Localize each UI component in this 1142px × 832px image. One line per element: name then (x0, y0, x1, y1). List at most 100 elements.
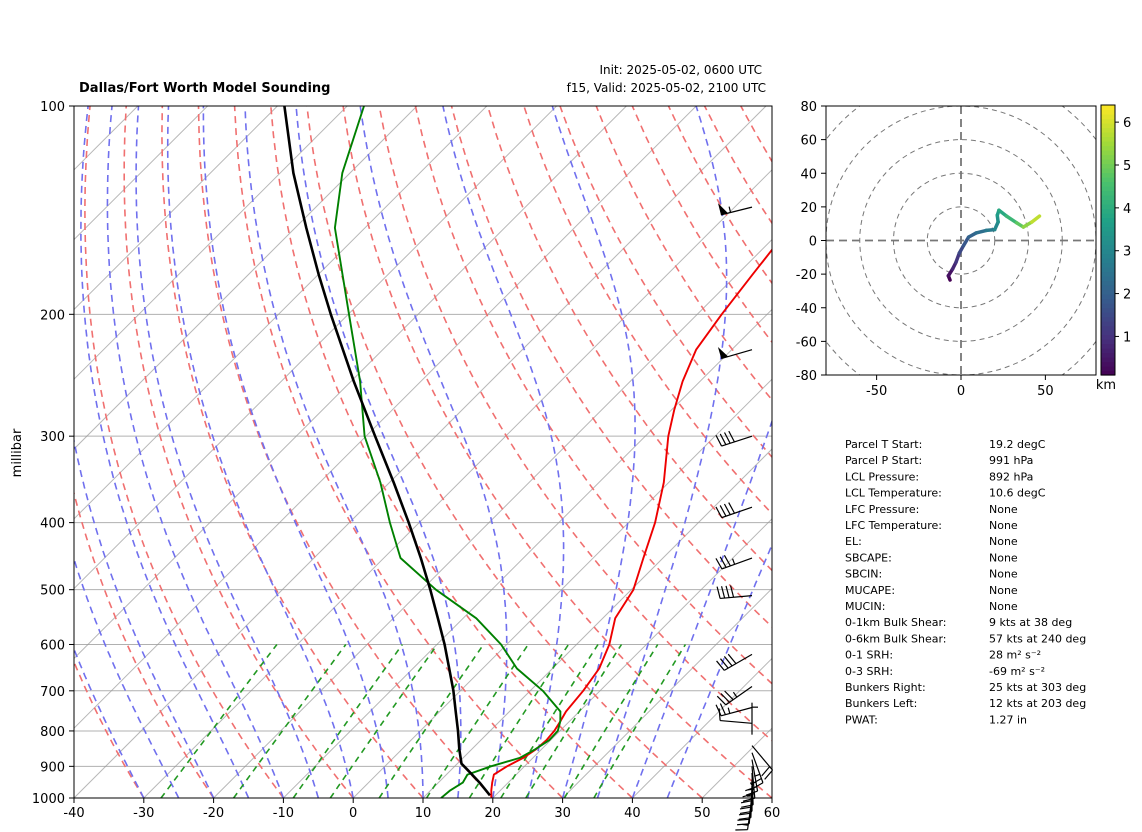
stat-value: 57 kts at 240 deg (989, 632, 1086, 645)
isotherm-line (143, 169, 772, 798)
isotherm-line (562, 587, 772, 798)
stat-label: LCL Pressure: (845, 470, 919, 483)
colorbar-tick-label: 6 (1123, 116, 1131, 131)
x-tick-label: 20 (485, 806, 502, 821)
y-tick-label: 700 (40, 685, 65, 700)
isotherm-line (74, 106, 488, 520)
stat-value: 25 kts at 303 deg (989, 681, 1086, 694)
isotherm-line (352, 378, 772, 798)
hodograph-chart: -50 0 50 -80 -60 -40 -20 0 20 40 60 80 1 2 3 4 5 6 km (796, 100, 1132, 399)
moist-adiabat-line (202, 106, 389, 798)
stat-value: 1.27 in (989, 713, 1027, 726)
stat-value: 991 hPa (989, 454, 1033, 467)
mixing-ratio-line (329, 644, 438, 798)
moist-adiabat-line (631, 418, 772, 798)
isotherm-line (492, 518, 772, 798)
moist-adiabat-line (295, 106, 462, 798)
dry-adiabat-line (342, 106, 772, 798)
stat-label: Bunkers Right: (845, 681, 926, 694)
dry-adiabat-line (84, 106, 285, 798)
y-tick-label: 800 (40, 725, 65, 740)
dry-adiabat-line (161, 106, 424, 798)
stat-label: LCL Temperature: (845, 487, 942, 500)
mixing-ratio-line (593, 644, 687, 798)
skewt-plot-area (74, 106, 1142, 798)
dry-adiabat-line (450, 106, 772, 628)
colorbar-tick-label: 1 (1123, 330, 1131, 345)
isotherm-line (771, 797, 772, 798)
x-tick-label: 60 (764, 806, 781, 821)
stat-value: 12 kts at 203 deg (989, 697, 1086, 710)
moist-adiabat-line (442, 106, 565, 798)
moist-adiabat-line (666, 542, 772, 798)
dry-adiabat-line (813, 106, 1142, 798)
mixing-ratio-line (500, 644, 599, 798)
temperature-profile-line (490, 248, 772, 798)
moist-adiabat-line (106, 106, 285, 798)
hodograph-y-tick-label: -60 (796, 335, 817, 350)
x-tick-label: 40 (624, 806, 641, 821)
wind-barb (715, 502, 753, 519)
stat-label: SBCAPE: (845, 551, 892, 564)
wind-barb (715, 430, 753, 447)
moist-adiabat-line (80, 106, 250, 798)
y-tick-label: 1000 (32, 792, 65, 807)
mixing-ratio-line (160, 644, 278, 798)
stat-value: -69 m² s⁻² (989, 665, 1045, 678)
x-tick-label: -10 (273, 806, 294, 821)
dry-adiabat-line (123, 106, 354, 798)
isotherm-line (632, 657, 772, 798)
moist-adiabat-line (166, 106, 354, 798)
hodograph-y-tick-label: 40 (800, 167, 817, 182)
dry-adiabat-line (233, 106, 564, 798)
moist-adiabat-line (596, 106, 728, 798)
stat-label: 0-6km Bulk Shear: (845, 632, 947, 645)
hodograph-ring (926, 206, 996, 275)
y-tick-label: 200 (40, 308, 65, 323)
dry-adiabat-line (849, 106, 1142, 798)
stat-label: SBCIN: (845, 568, 882, 581)
hodograph-axes: -50 0 50 -80 -60 -40 -20 0 20 40 60 80 (796, 100, 1054, 399)
stat-value: None (989, 519, 1018, 532)
hodograph-y-tick-label: 60 (800, 134, 817, 149)
x-tick-label: -30 (133, 806, 154, 821)
dry-adiabat-line (486, 106, 772, 572)
moist-adiabat-line (135, 106, 320, 798)
hodograph-y-tick-label: -80 (796, 369, 817, 384)
stat-value: 892 hPa (989, 470, 1033, 483)
hodograph-y-tick-label: 0 (809, 235, 817, 250)
dry-adiabat-line (270, 106, 633, 798)
wind-barb (716, 585, 753, 600)
wind-barb (716, 653, 753, 671)
stat-value: None (989, 535, 1018, 548)
dry-adiabat-line (523, 106, 772, 515)
hodograph-colorbar: 1 2 3 4 5 6 (1100, 104, 1131, 376)
isotherm-line (74, 106, 208, 241)
isotherm-line (74, 106, 627, 660)
wind-barb (717, 346, 753, 360)
mixing-ratio-line (232, 644, 347, 798)
stat-label: PWAT: (845, 713, 878, 726)
stat-label: Parcel T Start: (845, 438, 922, 451)
y-tick-label: 400 (40, 517, 65, 532)
y-tick-label: 500 (40, 584, 65, 599)
wind-barb (715, 703, 753, 717)
colorbar-frame (1100, 104, 1116, 376)
y-tick-label: 900 (40, 760, 65, 775)
stat-value: None (989, 600, 1018, 613)
y-tick-label: 100 (40, 100, 65, 115)
wind-barb (751, 702, 758, 735)
colorbar-tick-label: 4 (1123, 202, 1131, 217)
stat-value: 10.6 degC (989, 487, 1046, 500)
wind-barb (718, 708, 753, 724)
mixing-ratio-line (425, 644, 529, 798)
isotherm-line (283, 308, 772, 798)
isotherm-line (74, 106, 278, 311)
stat-value: 9 kts at 38 deg (989, 616, 1072, 629)
isotherm-line (422, 448, 772, 798)
dry-adiabat-line (559, 106, 772, 459)
skewt-axes: -40 -30 -20 -10 0 10 20 30 40 50 60 100 200 300 400 500… (32, 100, 781, 831)
hodograph-plot-area (826, 106, 1096, 375)
skewt-chart: -40 -30 -20 -10 0 10 20 30 40 50 60100200300400500… (10, 63, 1142, 831)
wind-barb (751, 745, 774, 780)
